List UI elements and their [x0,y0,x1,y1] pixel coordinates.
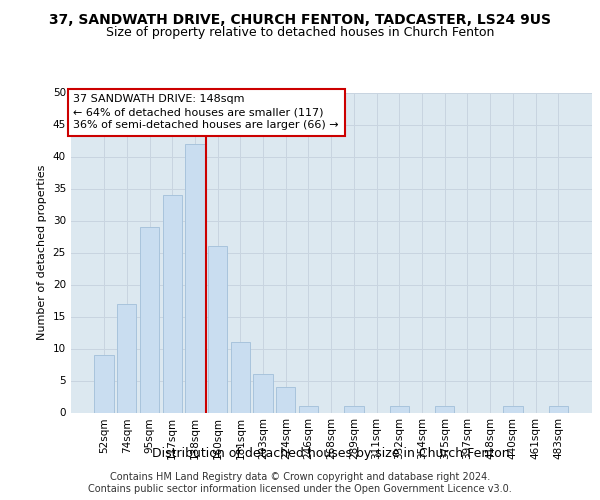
Bar [299,406,318,412]
Bar [503,406,523,412]
Bar [389,406,409,412]
Bar [253,374,273,412]
Bar [163,195,182,412]
Bar [231,342,250,412]
Text: 37 SANDWATH DRIVE: 148sqm
← 64% of detached houses are smaller (117)
36% of semi: 37 SANDWATH DRIVE: 148sqm ← 64% of detac… [73,94,339,130]
Text: 37, SANDWATH DRIVE, CHURCH FENTON, TADCASTER, LS24 9US: 37, SANDWATH DRIVE, CHURCH FENTON, TADCA… [49,12,551,26]
Bar [208,246,227,412]
Text: Distribution of detached houses by size in Church Fenton: Distribution of detached houses by size … [152,448,510,460]
Bar [276,387,295,412]
Bar [94,355,114,412]
Text: Size of property relative to detached houses in Church Fenton: Size of property relative to detached ho… [106,26,494,39]
Y-axis label: Number of detached properties: Number of detached properties [37,165,47,340]
Bar [185,144,205,412]
Text: Contains HM Land Registry data © Crown copyright and database right 2024.: Contains HM Land Registry data © Crown c… [110,472,490,482]
Bar [140,227,159,412]
Bar [548,406,568,412]
Bar [435,406,454,412]
Bar [344,406,364,412]
Text: Contains public sector information licensed under the Open Government Licence v3: Contains public sector information licen… [88,484,512,494]
Bar [117,304,136,412]
